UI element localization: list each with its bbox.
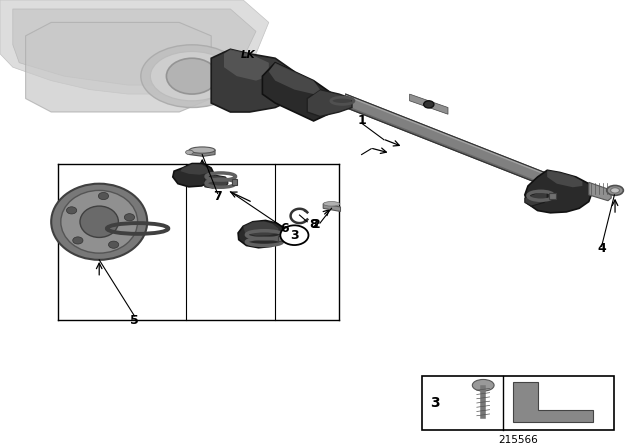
Polygon shape — [205, 175, 228, 188]
Polygon shape — [0, 0, 269, 94]
Text: 6: 6 — [280, 222, 289, 235]
Text: 3: 3 — [430, 396, 440, 410]
Polygon shape — [180, 164, 208, 175]
Polygon shape — [547, 170, 582, 187]
Polygon shape — [189, 148, 215, 156]
Bar — [549, 193, 556, 199]
Polygon shape — [307, 90, 352, 116]
Polygon shape — [346, 94, 550, 177]
Ellipse shape — [189, 147, 215, 153]
Polygon shape — [323, 204, 340, 211]
Polygon shape — [13, 9, 256, 85]
Bar — [422, 376, 614, 430]
Ellipse shape — [67, 207, 77, 214]
Text: 215566: 215566 — [499, 435, 538, 445]
Text: 1: 1 — [357, 114, 366, 128]
Ellipse shape — [109, 241, 119, 248]
Ellipse shape — [80, 206, 118, 237]
Ellipse shape — [472, 379, 494, 391]
Bar — [232, 179, 237, 185]
Bar — [278, 236, 284, 241]
Ellipse shape — [141, 45, 243, 108]
Text: LK: LK — [241, 51, 255, 60]
Ellipse shape — [150, 52, 234, 101]
Polygon shape — [589, 182, 611, 201]
Polygon shape — [269, 63, 320, 94]
Ellipse shape — [424, 101, 434, 108]
Polygon shape — [525, 170, 592, 213]
Ellipse shape — [186, 150, 193, 155]
Text: 5: 5 — [130, 314, 139, 327]
Polygon shape — [525, 190, 547, 206]
Text: 4: 4 — [597, 242, 606, 255]
Ellipse shape — [61, 190, 138, 253]
Polygon shape — [513, 382, 593, 422]
Text: 8: 8 — [310, 218, 318, 232]
Polygon shape — [243, 221, 278, 236]
Polygon shape — [346, 105, 550, 188]
Ellipse shape — [611, 188, 620, 193]
Polygon shape — [410, 94, 448, 114]
Polygon shape — [26, 22, 211, 112]
Polygon shape — [224, 49, 269, 81]
Ellipse shape — [73, 237, 83, 244]
Ellipse shape — [124, 214, 134, 221]
Polygon shape — [238, 220, 287, 248]
Polygon shape — [346, 94, 550, 188]
Text: 2: 2 — [312, 217, 321, 231]
Polygon shape — [262, 63, 333, 121]
Text: 7: 7 — [213, 190, 222, 203]
Ellipse shape — [607, 185, 623, 195]
Ellipse shape — [166, 58, 218, 94]
Ellipse shape — [323, 202, 340, 206]
Ellipse shape — [99, 193, 109, 200]
Polygon shape — [173, 164, 214, 187]
Polygon shape — [211, 49, 294, 112]
Circle shape — [280, 225, 308, 245]
Text: 3: 3 — [290, 228, 299, 242]
Ellipse shape — [51, 184, 147, 260]
